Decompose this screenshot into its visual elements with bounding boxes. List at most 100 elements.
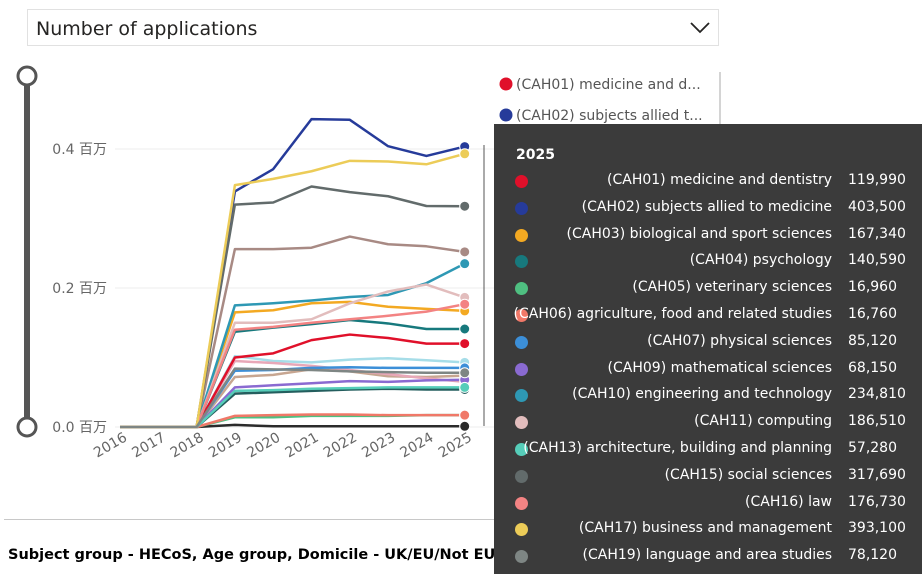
tooltip-color-marker — [515, 416, 528, 430]
x-tick-label: 2020 — [244, 430, 283, 462]
tooltip-value: 234,810 — [848, 386, 906, 403]
tooltip-value: 186,510 — [848, 413, 906, 430]
tooltip-value: 403,500 — [848, 198, 906, 215]
tooltip-value: 16,960 — [848, 279, 897, 296]
chevron-down-icon — [690, 22, 710, 34]
legend-marker — [499, 108, 513, 122]
tooltip-label: (CAH05) veterinary sciences — [632, 279, 832, 296]
slider-top-handle[interactable] — [16, 65, 38, 87]
tooltip-row: (CAH05) veterinary sciences 16,960 — [494, 277, 922, 303]
filter-summary: Subject group - HECoS, Age group, Domici… — [8, 547, 496, 563]
tooltip-label: (CAH11) computing — [694, 413, 832, 430]
tooltip-row: (CAH03) biological and sport sciences 167… — [494, 224, 922, 250]
tooltip-row: (CAH01) medicine and dentistry 119,990 — [494, 170, 922, 196]
y-tick-label: 0.4 百万 — [52, 142, 107, 158]
tooltip-color-marker — [515, 550, 528, 564]
y-tick-label: 0.0 百万 — [52, 420, 107, 436]
tooltip-color-marker — [515, 389, 528, 403]
series-line-cah01-point[interactable] — [459, 338, 471, 350]
tooltip-row: (CAH16) law 176,730 — [494, 492, 922, 518]
tooltip-row: (CAH10) engineering and technology 234,81… — [494, 384, 922, 410]
tooltip-row: (CAH07) physical sciences 85,120 — [494, 331, 922, 357]
tooltip-label: (CAH03) biological and sport sciences — [566, 225, 832, 242]
tooltip-label: (CAH13) architecture, building and plann… — [523, 440, 832, 456]
series-line-cah17-point[interactable] — [459, 148, 471, 160]
dropdown-label: Number of applications — [36, 18, 258, 40]
series-line-cah16-point[interactable] — [459, 298, 471, 310]
tooltip-row: (CAH02) subjects allied to medicine 403,5… — [494, 197, 922, 223]
tooltip-value: 85,120 — [848, 332, 897, 349]
tooltip-row: (CAH15) social sciences 317,690 — [494, 465, 922, 491]
tooltip-label: (CAH10) engineering and technology — [572, 386, 832, 403]
tooltip-label: (CAH16) law — [745, 493, 832, 510]
slider-bottom-handle[interactable] — [16, 416, 38, 438]
tooltip-value: 78,120 — [848, 547, 897, 564]
tooltip-title: 2025 — [516, 147, 555, 163]
tooltip-value: 317,690 — [848, 466, 906, 483]
tooltip-color-marker — [515, 469, 528, 483]
tooltip-color-marker — [515, 523, 528, 537]
legend-marker — [499, 77, 513, 91]
tooltip-color-marker — [515, 309, 528, 322]
series-line-extra-5-point[interactable] — [459, 420, 471, 432]
y-range-slider[interactable] — [16, 65, 38, 438]
measure-dropdown[interactable]: Number of applications — [27, 9, 719, 46]
x-tick-label: 2017 — [129, 430, 168, 462]
tooltip-color-marker — [515, 443, 528, 456]
tooltip-value: 68,150 — [848, 359, 897, 376]
tooltip-label: (CAH02) subjects allied to medicine — [581, 198, 832, 215]
x-tick-label: 2023 — [359, 430, 398, 462]
tooltip-label: (CAH17) business and management — [578, 520, 832, 537]
x-tick-label: 2022 — [321, 430, 360, 462]
series-line-cah19-point[interactable] — [459, 367, 471, 379]
tooltip-label: (CAH19) language and area studies — [582, 547, 833, 564]
series-line-cah15-point[interactable] — [459, 200, 471, 212]
tooltip-label: (CAH06) agriculture, food and related st… — [513, 306, 832, 322]
series-line-cah13-point[interactable] — [459, 381, 471, 393]
series-line-cah13[interactable] — [120, 386, 465, 429]
tooltip-row: (CAH13) architecture, building and plann… — [494, 438, 922, 464]
data-tooltip: 2025 (CAH01) medicine and dentistry 119,9… — [494, 124, 922, 574]
tooltip-color-marker — [515, 228, 528, 242]
tooltip-label: (CAH07) physical sciences — [647, 332, 832, 349]
tooltip-row: (CAH17) business and management 393,100 — [494, 518, 922, 544]
x-tick-label: 2025 — [436, 430, 475, 462]
x-tick-label: 2018 — [168, 430, 207, 462]
tooltip-color-marker — [515, 201, 528, 215]
tooltip-label: (CAH01) medicine and dentistry — [607, 172, 832, 188]
tooltip-row: (CAH06) agriculture, food and related st… — [494, 304, 922, 330]
tooltip-label: (CAH04) psychology — [689, 252, 832, 269]
tooltip-color-marker — [515, 362, 528, 376]
y-tick-label: 0.2 百万 — [52, 281, 107, 297]
tooltip-value: 119,990 — [848, 172, 906, 188]
tooltip-row: (CAH11) computing 186,510 — [494, 411, 922, 437]
series-line-cah06-point[interactable] — [459, 409, 471, 421]
legend-item-label[interactable]: (CAH01) medicine and d... — [516, 77, 701, 93]
tooltip-color-marker — [515, 175, 528, 188]
x-tick-label: 2024 — [398, 430, 437, 462]
tooltip-value: 167,340 — [848, 225, 906, 242]
x-tick-label: 2021 — [283, 430, 322, 462]
tooltip-label: (CAH15) social sciences — [664, 466, 832, 483]
tooltip-color-marker — [515, 255, 528, 269]
series-line-cah10-point[interactable] — [459, 258, 471, 270]
series-line-cah04-point[interactable] — [459, 323, 471, 335]
tooltip-label: (CAH09) mathematical sciences — [607, 359, 832, 376]
tooltip-row: (CAH19) language and area studies 78,120 — [494, 545, 922, 571]
legend-item-label[interactable]: (CAH02) subjects allied t... — [516, 108, 703, 124]
series-line-extra-4[interactable] — [120, 387, 465, 429]
tooltip-color-marker — [515, 335, 528, 349]
x-tick-label: 2019 — [206, 430, 245, 462]
series-line-extra-0[interactable] — [120, 235, 465, 429]
tooltip-row: (CAH09) mathematical sciences 68,150 — [494, 358, 922, 384]
series-line-cah19[interactable] — [120, 367, 465, 429]
tooltip-color-marker — [515, 282, 528, 296]
tooltip-row: (CAH04) psychology 140,590 — [494, 250, 922, 276]
divider — [4, 519, 494, 520]
tooltip-color-marker — [515, 496, 528, 510]
tooltip-value: 176,730 — [848, 493, 906, 510]
tooltip-value: 140,590 — [848, 252, 906, 269]
tooltip-value: 16,760 — [848, 306, 897, 322]
series-line-extra-0-point[interactable] — [459, 246, 471, 258]
